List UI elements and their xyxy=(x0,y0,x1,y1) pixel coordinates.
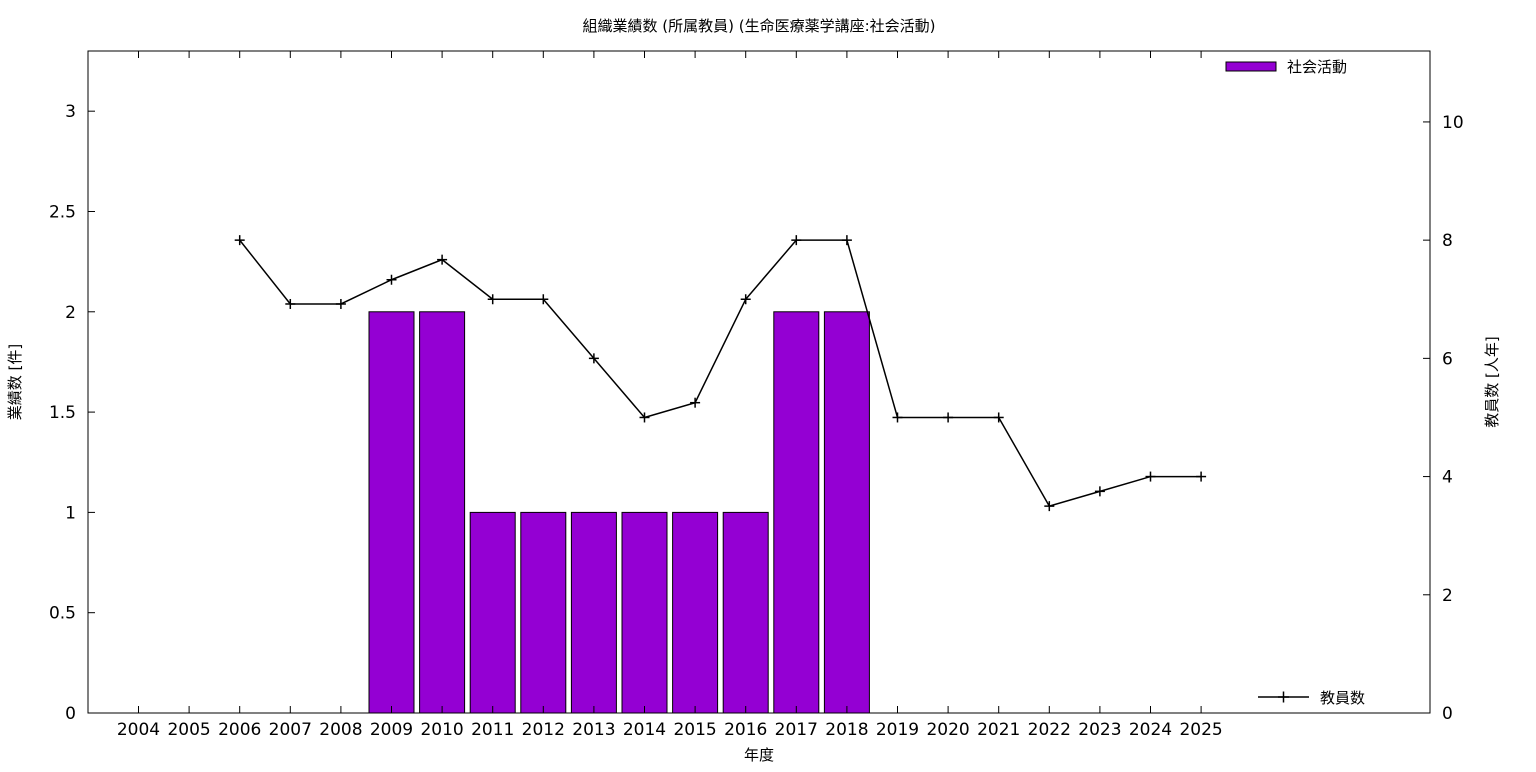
line-point xyxy=(1196,471,1207,482)
chart-title: 組織業績数 (所属教員) (生命医療薬学講座:社会活動) xyxy=(582,17,935,35)
line-point xyxy=(892,412,903,423)
x-tick-label: 2004 xyxy=(117,720,160,740)
line-point xyxy=(943,412,954,423)
y-tick-label: 1 xyxy=(65,503,76,523)
x-tick-label: 2016 xyxy=(724,720,767,740)
y2-tick-label: 4 xyxy=(1442,468,1453,488)
x-tick-label: 2018 xyxy=(825,720,868,740)
line-point xyxy=(234,235,245,246)
y2-tick-label: 6 xyxy=(1442,349,1453,369)
x-tick-label: 2022 xyxy=(1028,720,1071,740)
line-point xyxy=(335,298,346,309)
x-tick-label: 2019 xyxy=(876,720,919,740)
x-tick-label: 2013 xyxy=(572,720,615,740)
x-tick-label: 2006 xyxy=(218,720,261,740)
legend-line-entry: 教員数 xyxy=(1258,689,1365,707)
x-tick-label: 2007 xyxy=(269,720,312,740)
x-tick-label: 2009 xyxy=(370,720,413,740)
x-tick-label: 2005 xyxy=(167,720,210,740)
legend-line-label: 教員数 xyxy=(1320,689,1365,707)
line-point xyxy=(1044,501,1055,512)
line-point xyxy=(285,298,296,309)
bar xyxy=(621,511,668,714)
x-axis-label: 年度 xyxy=(744,746,774,764)
y2-tick-label: 8 xyxy=(1442,231,1453,251)
x-tick-label: 2008 xyxy=(319,720,362,740)
legend-bar-swatch xyxy=(1225,61,1277,72)
x-tick-label: 2017 xyxy=(775,720,818,740)
bar xyxy=(773,311,820,714)
legend-bar-entry: 社会活動 xyxy=(1225,58,1347,76)
line-point xyxy=(588,353,599,364)
x-tick-label: 2024 xyxy=(1129,720,1172,740)
x-tick-label: 2012 xyxy=(522,720,565,740)
line-point xyxy=(639,412,650,423)
y2-tick-label: 2 xyxy=(1442,586,1453,606)
line-point xyxy=(1145,471,1156,482)
y2-axis-label: 教員数 [人年] xyxy=(1483,336,1501,427)
y-tick-label: 0.5 xyxy=(49,604,76,624)
bar xyxy=(368,311,415,714)
line-point xyxy=(487,294,498,305)
x-tick-label: 2020 xyxy=(926,720,969,740)
x-tick-label: 2010 xyxy=(420,720,463,740)
line-point xyxy=(841,235,852,246)
bar xyxy=(469,511,516,714)
bar xyxy=(419,311,466,714)
line-point xyxy=(386,274,397,285)
bar xyxy=(722,511,769,714)
y-tick-label: 2 xyxy=(65,303,76,323)
bar xyxy=(823,311,870,714)
line-point xyxy=(437,254,448,265)
x-tick-label: 2025 xyxy=(1179,720,1222,740)
y-tick-label: 2.5 xyxy=(49,202,76,222)
line-point xyxy=(993,412,1004,423)
y-tick-label: 3 xyxy=(65,102,76,122)
bar xyxy=(570,511,617,714)
series-line xyxy=(239,239,1202,508)
line-point xyxy=(538,294,549,305)
y-tick-label: 0 xyxy=(65,704,76,724)
y-tick-label: 1.5 xyxy=(49,403,76,423)
bar xyxy=(672,511,719,714)
line-point xyxy=(740,294,751,305)
line-point xyxy=(690,397,701,408)
x-tick-label: 2023 xyxy=(1078,720,1121,740)
line-point xyxy=(1094,486,1105,497)
x-tick-label: 2014 xyxy=(623,720,666,740)
x-tick-label: 2021 xyxy=(977,720,1020,740)
legend-bar-label: 社会活動 xyxy=(1287,58,1347,76)
y2-tick-label: 0 xyxy=(1442,704,1453,724)
bar xyxy=(520,511,567,714)
y-axis-label: 業績数 [件] xyxy=(6,344,24,420)
x-tick-label: 2015 xyxy=(673,720,716,740)
x-tick-label: 2011 xyxy=(471,720,514,740)
y2-tick-label: 10 xyxy=(1442,113,1464,133)
line-point xyxy=(791,235,802,246)
